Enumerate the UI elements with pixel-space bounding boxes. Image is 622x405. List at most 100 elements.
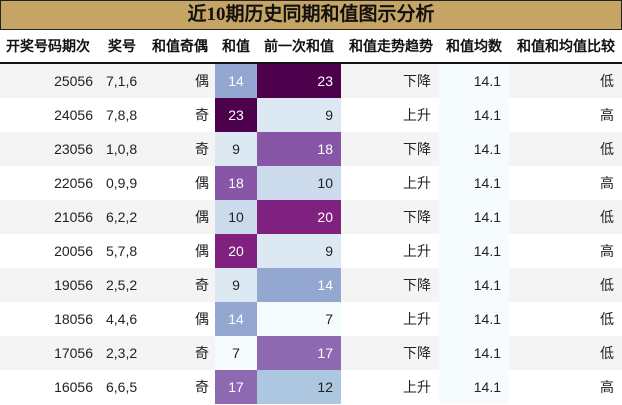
- trend-cell: 下降: [403, 141, 431, 157]
- parity-cell: 偶: [195, 311, 209, 327]
- period-cell: 16056: [54, 379, 93, 395]
- period-cell: 19056: [54, 277, 93, 293]
- sum-cell: 14: [215, 64, 257, 98]
- compare-cell: 低: [600, 345, 614, 361]
- parity-cell: 奇: [195, 379, 209, 395]
- trend-cell: 上升: [403, 243, 431, 259]
- compare-cell: 低: [600, 73, 614, 89]
- avg-cell: 14.1: [439, 98, 509, 132]
- numbers-cell: 1,0,8: [106, 141, 138, 157]
- avg-cell: 14.1: [439, 370, 509, 404]
- avg-cell: 14.1: [439, 234, 509, 268]
- header-prev-sum: 前一次和值: [264, 38, 334, 54]
- sum-cell: 23: [215, 98, 257, 132]
- numbers-cell: 6,6,5: [106, 379, 138, 395]
- compare-cell: 高: [600, 107, 614, 123]
- table-row: 20056 5,7,8 偶 20 9 上升 14.1 高: [0, 234, 622, 268]
- prev-sum-cell: 9: [257, 234, 341, 268]
- table-row: 24056 7,8,8 奇 23 9 上升 14.1 高: [0, 98, 622, 132]
- table-row: 19056 2,5,2 奇 9 14 下降 14.1 低: [0, 268, 622, 302]
- table-header: 开奖号码期次 奖号 和值奇偶 和值 前一次和值 和值走势趋势 和值均数 和值和均…: [0, 30, 622, 64]
- parity-cell: 偶: [195, 243, 209, 259]
- trend-cell: 下降: [403, 209, 431, 225]
- compare-cell: 高: [600, 243, 614, 259]
- table-title: 近10期历史同期和值图示分析: [0, 0, 622, 30]
- prev-sum-cell: 20: [257, 200, 341, 234]
- numbers-cell: 2,3,2: [106, 345, 138, 361]
- prev-sum-cell: 17: [257, 336, 341, 370]
- trend-cell: 上升: [403, 107, 431, 123]
- trend-cell: 下降: [403, 345, 431, 361]
- compare-cell: 低: [600, 209, 614, 225]
- trend-cell: 下降: [403, 73, 431, 89]
- period-cell: 20056: [54, 243, 93, 259]
- avg-cell: 14.1: [439, 132, 509, 166]
- parity-cell: 偶: [195, 175, 209, 191]
- sum-cell: 10: [215, 200, 257, 234]
- compare-cell: 低: [600, 141, 614, 157]
- numbers-cell: 7,1,6: [106, 73, 138, 89]
- header-numbers: 奖号: [108, 38, 136, 54]
- period-cell: 18056: [54, 311, 93, 327]
- sum-cell: 20: [215, 234, 257, 268]
- compare-cell: 低: [600, 277, 614, 293]
- avg-cell: 14.1: [439, 166, 509, 200]
- period-cell: 24056: [54, 107, 93, 123]
- trend-cell: 上升: [403, 175, 431, 191]
- table-row: 17056 2,3,2 奇 7 17 下降 14.1 低: [0, 336, 622, 370]
- parity-cell: 奇: [195, 141, 209, 157]
- table-row: 18056 4,4,6 偶 14 7 上升 14.1 低: [0, 302, 622, 336]
- avg-cell: 14.1: [439, 336, 509, 370]
- numbers-cell: 7,8,8: [106, 107, 138, 123]
- prev-sum-cell: 14: [257, 268, 341, 302]
- sum-cell: 7: [215, 336, 257, 370]
- header-compare: 和值和均值比较: [517, 38, 615, 54]
- table-row: 16056 6,6,5 奇 17 12 上升 14.1 高: [0, 370, 622, 404]
- table-body: 25056 7,1,6 偶 14 23 下降 14.1 低 24056 7,8,8 奇 23 9 上升 14…: [0, 64, 622, 404]
- trend-cell: 上升: [403, 311, 431, 327]
- avg-cell: 14.1: [439, 268, 509, 302]
- prev-sum-cell: 23: [257, 64, 341, 98]
- avg-cell: 14.1: [439, 302, 509, 336]
- numbers-cell: 6,2,2: [106, 209, 138, 225]
- period-cell: 23056: [54, 141, 93, 157]
- header-period: 开奖号码期次: [6, 38, 90, 54]
- table-row: 23056 1,0,8 奇 9 18 下降 14.1 低: [0, 132, 622, 166]
- sum-cell: 9: [215, 132, 257, 166]
- prev-sum-cell: 12: [257, 370, 341, 404]
- sum-cell: 9: [215, 268, 257, 302]
- numbers-cell: 2,5,2: [106, 277, 138, 293]
- numbers-cell: 0,9,9: [106, 175, 138, 191]
- parity-cell: 偶: [195, 209, 209, 225]
- numbers-cell: 5,7,8: [106, 243, 138, 259]
- avg-cell: 14.1: [439, 200, 509, 234]
- prev-sum-cell: 18: [257, 132, 341, 166]
- parity-cell: 奇: [195, 277, 209, 293]
- period-cell: 25056: [54, 73, 93, 89]
- header-sum: 和值: [222, 38, 250, 54]
- table-row: 25056 7,1,6 偶 14 23 下降 14.1 低: [0, 64, 622, 98]
- header-trend: 和值走势趋势: [349, 38, 433, 54]
- sum-cell: 18: [215, 166, 257, 200]
- header-avg: 和值均数: [446, 38, 502, 54]
- period-cell: 17056: [54, 345, 93, 361]
- compare-cell: 高: [600, 379, 614, 395]
- header-parity: 和值奇偶: [152, 38, 208, 54]
- compare-cell: 低: [600, 311, 614, 327]
- avg-cell: 14.1: [439, 64, 509, 98]
- trend-cell: 下降: [403, 277, 431, 293]
- sum-cell: 14: [215, 302, 257, 336]
- prev-sum-cell: 9: [257, 98, 341, 132]
- table-row: 21056 6,2,2 偶 10 20 下降 14.1 低: [0, 200, 622, 234]
- trend-cell: 上升: [403, 379, 431, 395]
- numbers-cell: 4,4,6: [106, 311, 138, 327]
- table-row: 22056 0,9,9 偶 18 10 上升 14.1 高: [0, 166, 622, 200]
- period-cell: 21056: [54, 209, 93, 225]
- compare-cell: 高: [600, 175, 614, 191]
- parity-cell: 奇: [195, 107, 209, 123]
- parity-cell: 奇: [195, 345, 209, 361]
- period-cell: 22056: [54, 175, 93, 191]
- prev-sum-cell: 10: [257, 166, 341, 200]
- parity-cell: 偶: [195, 73, 209, 89]
- sum-cell: 17: [215, 370, 257, 404]
